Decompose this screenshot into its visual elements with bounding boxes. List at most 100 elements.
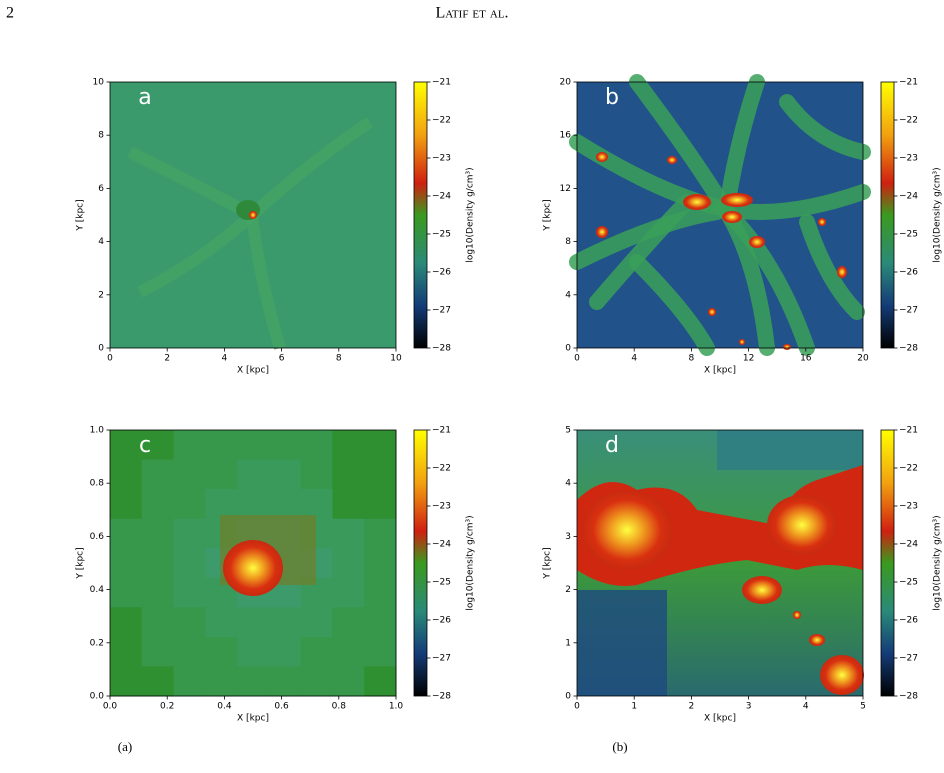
colorbar-tick-label: −23 bbox=[899, 502, 918, 512]
filament bbox=[719, 204, 815, 356]
cell bbox=[364, 607, 397, 638]
clump bbox=[837, 266, 847, 278]
cell bbox=[237, 459, 270, 490]
colorbar-tick-label: −25 bbox=[432, 578, 451, 588]
clump bbox=[683, 194, 711, 210]
y-tick-label: 4 bbox=[565, 479, 571, 489]
colorbar-tick-label: −28 bbox=[432, 344, 451, 354]
cell bbox=[237, 636, 270, 667]
cell bbox=[205, 666, 238, 697]
cell bbox=[141, 636, 175, 667]
core bbox=[223, 540, 283, 596]
plot-frame bbox=[109, 429, 397, 697]
cell bbox=[110, 430, 143, 461]
cell bbox=[364, 459, 397, 490]
x-tick-label: 2 bbox=[689, 702, 695, 712]
colorbar-tick-label: −23 bbox=[432, 502, 451, 512]
colorbar-tick-label: −28 bbox=[899, 344, 918, 354]
colorbar bbox=[880, 81, 895, 349]
void bbox=[717, 430, 863, 470]
cell bbox=[173, 607, 206, 638]
clump bbox=[820, 655, 864, 695]
x-tick-label: 0 bbox=[574, 702, 580, 712]
colorbar-tick-label: −27 bbox=[899, 306, 918, 316]
clump bbox=[596, 226, 608, 238]
x-axis-label: X [kpc] bbox=[704, 714, 736, 724]
colorbar-tick-label: −26 bbox=[432, 616, 451, 626]
x-tick-label: 0.0 bbox=[103, 702, 118, 712]
colorbar-tick-label: −25 bbox=[899, 230, 918, 240]
cell bbox=[364, 548, 397, 579]
cell bbox=[110, 577, 143, 608]
y-tick-label: 0.4 bbox=[90, 585, 105, 595]
core bbox=[249, 211, 257, 219]
colorbar-tick-label: −27 bbox=[899, 654, 918, 664]
y-axis-label: Y [kpc] bbox=[543, 199, 553, 231]
clump bbox=[742, 576, 782, 604]
clump bbox=[767, 495, 837, 555]
y-tick-label: 0.8 bbox=[90, 479, 105, 489]
colorbar-tick-label: −25 bbox=[432, 230, 451, 240]
cell bbox=[141, 518, 175, 549]
y-tick-label: 0.6 bbox=[90, 532, 105, 542]
y-tick-label: 4 bbox=[98, 237, 104, 247]
cell bbox=[173, 577, 206, 608]
colorbar-tick-label: −23 bbox=[899, 154, 918, 164]
y-tick-label: 0 bbox=[98, 344, 104, 354]
y-tick-label: 12 bbox=[560, 184, 571, 194]
cell bbox=[268, 666, 302, 697]
panel: b 0 4 8 12 16 20 0 4 8 12 16 20 X [kpc] Y [kpc] −21 −22 −… bbox=[543, 74, 943, 376]
cell bbox=[332, 489, 365, 520]
x-axis-label: X [kpc] bbox=[704, 366, 736, 376]
cell bbox=[364, 489, 397, 520]
cell bbox=[268, 607, 302, 638]
x-tick-label: 1 bbox=[631, 702, 637, 712]
cell bbox=[300, 666, 333, 697]
colorbar-tick-label: −27 bbox=[432, 306, 451, 316]
cell bbox=[332, 459, 365, 490]
cell bbox=[364, 518, 397, 549]
cell bbox=[237, 489, 270, 520]
x-axis-label: X [kpc] bbox=[237, 366, 269, 376]
colorbar-tick-label: −22 bbox=[432, 116, 451, 126]
cell bbox=[110, 666, 143, 697]
y-tick-label: 2 bbox=[565, 585, 571, 595]
filament bbox=[589, 194, 695, 310]
cell bbox=[364, 666, 397, 697]
cell bbox=[364, 636, 397, 667]
clump bbox=[818, 218, 826, 226]
panel-label: b bbox=[605, 85, 619, 110]
x-tick-label: 12 bbox=[743, 354, 754, 364]
colorbar-tick-label: −22 bbox=[899, 464, 918, 474]
x-tick-label: 0.2 bbox=[160, 702, 174, 712]
colorbar-tick-label: −21 bbox=[432, 426, 451, 436]
cell bbox=[300, 607, 333, 638]
cell bbox=[237, 666, 270, 697]
clump bbox=[582, 490, 672, 570]
y-tick-label: 20 bbox=[560, 78, 572, 88]
colorbar bbox=[413, 429, 428, 697]
void bbox=[577, 590, 667, 696]
cell bbox=[332, 430, 365, 461]
cell bbox=[268, 430, 302, 461]
colorbar-tick-label: −23 bbox=[432, 154, 451, 164]
colorbar-tick-label: −21 bbox=[432, 78, 451, 88]
filament bbox=[247, 117, 374, 220]
y-tick-label: 1 bbox=[565, 638, 571, 648]
cell bbox=[268, 459, 302, 490]
cell bbox=[141, 666, 175, 697]
x-tick-label: 8 bbox=[689, 354, 695, 364]
y-tick-label: 0.0 bbox=[90, 692, 105, 702]
filament bbox=[799, 214, 865, 320]
y-axis-label: Y [kpc] bbox=[76, 547, 86, 579]
caption-label: (b) bbox=[612, 739, 627, 754]
clump bbox=[783, 344, 791, 350]
x-tick-label: 5 bbox=[860, 702, 866, 712]
cell bbox=[173, 666, 206, 697]
cell bbox=[141, 489, 175, 520]
x-axis-label: X [kpc] bbox=[237, 714, 269, 724]
cell bbox=[110, 518, 143, 549]
panel-label: a bbox=[138, 85, 151, 110]
cell bbox=[364, 430, 397, 461]
cell bbox=[141, 577, 175, 608]
